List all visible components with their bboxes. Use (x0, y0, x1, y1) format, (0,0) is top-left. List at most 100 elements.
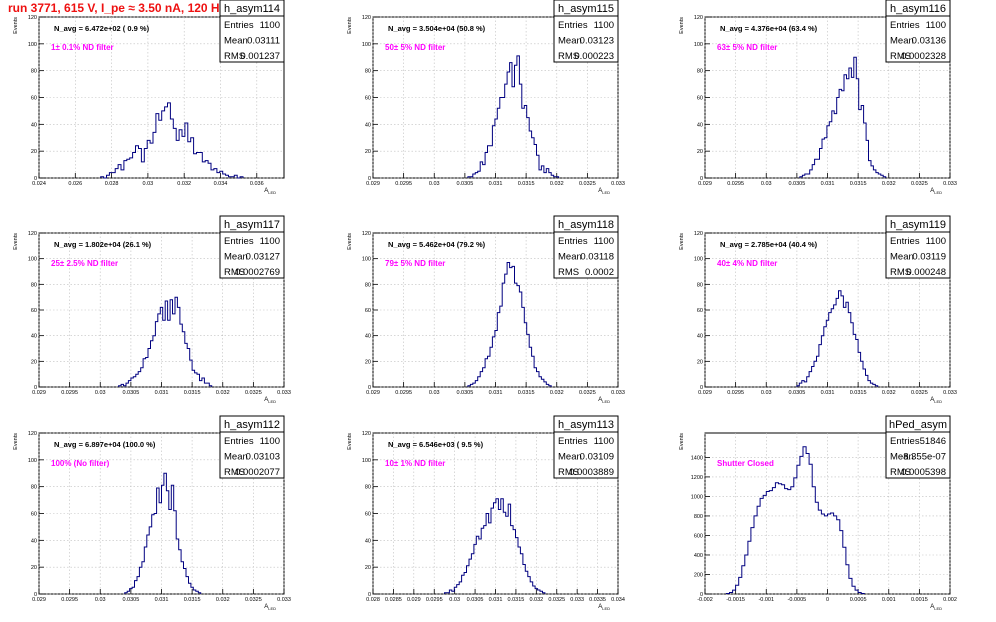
stats-label: RMS (890, 267, 911, 278)
x-axis-label: ALED (264, 397, 276, 404)
histogram-panel-h_asym114: 0.024 0.026 0.028 0.03 0.032 0.034 0.036 0 20 40 6… (13, 0, 285, 195)
x-tick-label: 0.0325 (911, 390, 928, 396)
y-tick-label: 120 (362, 231, 371, 237)
x-tick-label: 0.001 (882, 597, 896, 603)
x-axis-label-subscript: LED (934, 606, 942, 611)
x-tick-label: 0.03 (95, 597, 106, 603)
stats-label: Mean (558, 252, 582, 263)
y-tick-label: 60 (365, 512, 371, 518)
y-tick-label: 60 (697, 308, 703, 314)
y-tick-label: 60 (697, 96, 703, 102)
x-tick-label: 0.034 (611, 597, 625, 603)
stats-title: h_asym117 (224, 219, 280, 231)
x-tick-label: 0.0335 (589, 597, 606, 603)
y-tick-label: 1200 (691, 475, 703, 481)
y-tick-label: 0 (368, 385, 371, 391)
x-axis-label: ALED (930, 188, 942, 195)
stats-box (553, 415, 619, 479)
filter-annotation: 100% (No filter) (51, 459, 110, 468)
y-axis-label: Events (13, 233, 19, 250)
stats-box (219, 415, 285, 479)
y-tick-label: 40 (31, 334, 37, 340)
y-tick-label: 20 (31, 359, 37, 365)
x-axis-label: ALED (598, 188, 610, 195)
x-tick-label: 0.03 (761, 181, 772, 187)
x-axis-label-subscript: LED (268, 399, 276, 404)
stats-label: Mean (224, 452, 248, 463)
x-tick-label: 0.036 (250, 181, 264, 187)
stats-label: Entries (558, 20, 588, 31)
x-tick-label: 0.029 (698, 390, 712, 396)
x-tick-label: 0.029 (366, 390, 380, 396)
navg-label: N_avg = 3.504e+04 (50.8 %) (388, 24, 486, 33)
x-tick-label: 0.0325 (579, 181, 596, 187)
y-tick-label: 20 (365, 565, 371, 571)
x-axis-label: ALED (598, 397, 610, 404)
x-tick-label: 0.0325 (548, 597, 565, 603)
y-axis-label: Events (347, 17, 353, 34)
stats-box (885, 0, 951, 63)
histogram-series-line (467, 262, 552, 387)
stats-label: Mean (558, 452, 582, 463)
stats-title: h_asym114 (224, 3, 280, 15)
stats-label: Mean (890, 36, 914, 47)
y-tick-label: 100 (28, 42, 37, 48)
x-tick-label: 0.033 (277, 597, 291, 603)
stats-title: h_asym113 (558, 419, 614, 431)
stats-title: h_asym112 (224, 419, 280, 431)
y-tick-label: 0 (34, 176, 37, 182)
x-tick-label: 0.0305 (122, 597, 139, 603)
x-axis-label-subscript: LED (268, 606, 276, 611)
x-tick-label: 0.0325 (245, 390, 262, 396)
x-tick-label: 0 (826, 597, 829, 603)
stats-label: Entries (890, 20, 920, 31)
y-tick-label: 100 (362, 42, 371, 48)
x-tick-label: 0.0295 (426, 597, 443, 603)
stats-value: -8.355e-07 (900, 452, 946, 463)
x-tick-label: -0.002 (697, 597, 713, 603)
y-tick-label: 40 (31, 122, 37, 128)
y-tick-label: 60 (31, 512, 37, 518)
histogram-panel-hPed_asym: -0.002 -0.0015 -0.001 -0.0005 0 0.0005 0.001 0.… (679, 415, 957, 611)
stats-label: Entries (224, 236, 254, 247)
stats-box (219, 0, 285, 63)
navg-label: N_avg = 5.462e+04 (79.2 %) (388, 240, 486, 249)
x-tick-label: 0.0315 (184, 597, 201, 603)
stats-label: RMS (558, 267, 579, 278)
stats-label: Entries (558, 436, 588, 447)
stats-value: 1100 (594, 20, 614, 31)
filter-annotation: 63± 5% ND filter (717, 43, 777, 52)
histogram-panel-h_asym116: 0.029 0.0295 0.03 0.0305 0.031 0.0315 0.032 0.0… (679, 0, 957, 195)
stats-value: 0.03118 (580, 252, 614, 263)
x-tick-label: 0.032 (216, 597, 230, 603)
y-tick-label: 0 (34, 385, 37, 391)
x-axis-label-subscript: LED (934, 190, 942, 195)
x-axis-label-subscript: LED (268, 190, 276, 195)
y-tick-label: 800 (694, 514, 703, 520)
x-tick-label: 0.026 (68, 181, 82, 187)
x-tick-label: 0.03 (761, 390, 772, 396)
histogram-series-line (100, 102, 244, 179)
x-axis-label-subscript: LED (602, 190, 610, 195)
navg-label: N_avg = 4.376e+04 (63.4 %) (720, 24, 818, 33)
x-tick-label: 0.03 (429, 181, 440, 187)
x-axis-label: ALED (930, 397, 942, 404)
stats-label: Mean (224, 36, 248, 47)
stats-value: 1100 (926, 20, 946, 31)
y-tick-label: 20 (697, 149, 703, 155)
x-tick-label: 0.0325 (579, 390, 596, 396)
stats-label: RMS (224, 267, 245, 278)
stats-value: 0.0002769 (235, 267, 280, 278)
stats-label: RMS (558, 467, 579, 478)
y-tick-label: 0 (368, 592, 371, 598)
x-tick-label: 0.032 (550, 390, 564, 396)
stats-value: 0.03111 (247, 36, 280, 47)
y-tick-label: 40 (365, 122, 371, 128)
stats-box (219, 215, 285, 279)
stats-label: Mean (890, 452, 914, 463)
stats-label: Mean (890, 252, 914, 263)
x-tick-label: 0.03 (95, 390, 106, 396)
stats-label: Mean (224, 252, 248, 263)
stats-value: 1100 (926, 236, 946, 247)
y-tick-label: 120 (28, 431, 37, 437)
